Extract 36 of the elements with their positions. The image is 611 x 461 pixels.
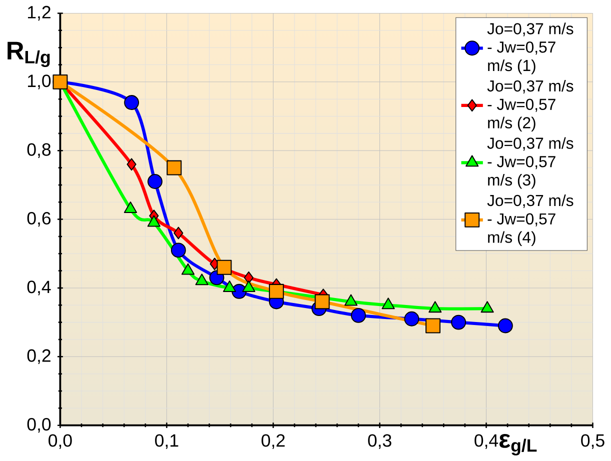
point: [216, 260, 232, 275]
point: [344, 294, 358, 306]
y-tick-label: 1,0: [28, 74, 51, 90]
x-axis-title: ε$_{g/L}$: [500, 434, 537, 456]
point: [147, 215, 160, 227]
point: [314, 294, 330, 310]
point: [244, 271, 254, 284]
x-tick-label: 0,1: [155, 434, 178, 449]
point: [148, 174, 162, 189]
y-tick-label: 0,0: [27, 418, 51, 433]
x-tick-label: 0,3: [368, 434, 392, 449]
point: [451, 314, 466, 330]
legend-label: Jo=0,37 m/s - Jw=0,57 m/s (2): [487, 80, 574, 132]
point: [126, 158, 136, 170]
y-tick-label: 1,2: [28, 6, 50, 20]
y-tick-label: 0,4: [27, 280, 51, 296]
legend-label: Jo=0,37 m/s - Jw=0,57 m/s (1): [487, 22, 574, 74]
legend-label: Jo=0,37 m/s - Jw=0,57 m/s (4): [487, 194, 574, 246]
x-tick-label: 0,5: [581, 434, 604, 449]
x-tick-label: 0,0: [48, 434, 72, 449]
point: [404, 311, 420, 326]
y-tick-label: 0,6: [27, 212, 51, 226]
point: [350, 308, 366, 323]
point: [426, 318, 440, 334]
point: [170, 242, 186, 258]
y-tick-label: 0,8: [27, 143, 51, 158]
point: [268, 284, 284, 299]
point: [498, 318, 513, 334]
point: [166, 160, 182, 176]
x-tick-label: 0,4: [474, 434, 498, 449]
point: [124, 94, 140, 110]
y-axis-title: R$_{L/g}$: [8, 42, 50, 67]
point: [174, 226, 184, 240]
y-tick-label: 0,2: [27, 349, 50, 364]
legend-label: Jo=0,37 m/s - Jw=0,57 m/s (3): [487, 137, 574, 189]
x-tick-label: 0,2: [262, 434, 285, 449]
